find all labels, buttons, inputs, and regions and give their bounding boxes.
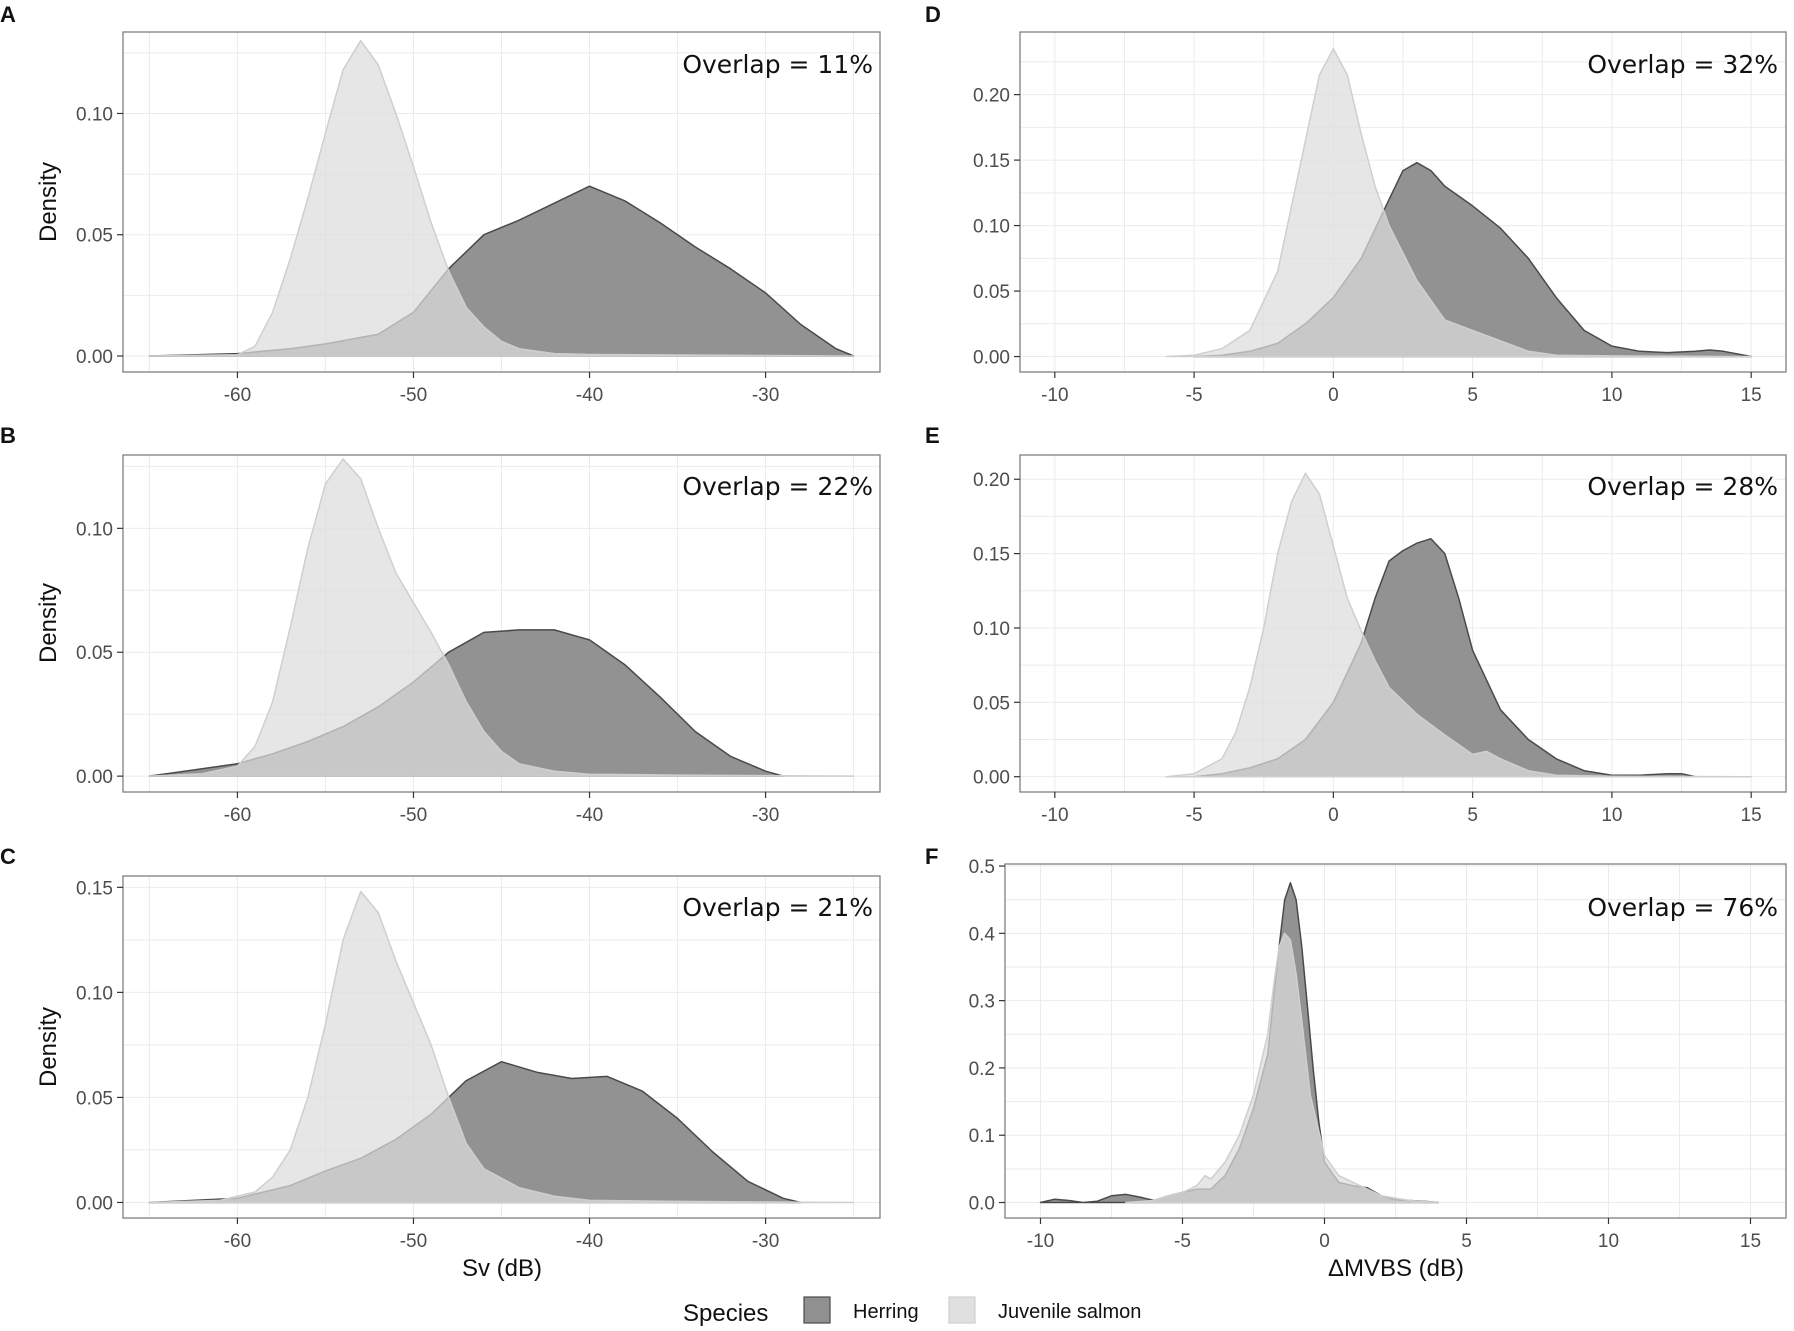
y-tick-label: 0.5 — [969, 857, 995, 878]
y-axis-title: Density — [35, 1007, 62, 1087]
y-tick-label: 0.10 — [76, 519, 113, 540]
x-tick-label: 15 — [1741, 385, 1762, 406]
legend-label-salmon: Juvenile salmon — [998, 1301, 1141, 1323]
x-tick-label: 5 — [1467, 805, 1478, 826]
x-tick-label: -10 — [1027, 1231, 1054, 1252]
x-tick-label: 15 — [1741, 805, 1762, 826]
x-tick-label: -50 — [400, 385, 427, 406]
panel-letter-d: D — [925, 2, 941, 27]
x-tick-label: 5 — [1461, 1231, 1472, 1252]
legend-swatch-herring — [803, 1296, 831, 1324]
x-tick-label: 0 — [1328, 805, 1339, 826]
x-tick-label: 0 — [1319, 1231, 1330, 1252]
panel-letter-b: B — [0, 423, 16, 448]
salmon-density-area — [148, 890, 855, 1204]
x-tick-label: -40 — [576, 805, 603, 826]
y-tick-label: 0.15 — [76, 878, 113, 899]
panel-letter-a: A — [0, 2, 16, 27]
y-axis-title: Density — [35, 583, 62, 663]
x-tick-label: -60 — [224, 805, 251, 826]
y-tick-label: 0.00 — [76, 1193, 113, 1214]
x-tick-label: -50 — [400, 1231, 427, 1252]
x-tick-label: -50 — [400, 805, 427, 826]
x-tick-label: -60 — [224, 385, 251, 406]
legend-title: Species — [683, 1300, 768, 1327]
y-tick-label: 0.05 — [76, 643, 113, 664]
y-tick-label: 0.00 — [76, 767, 113, 788]
y-tick-label: 0.00 — [973, 348, 1010, 369]
x-tick-label: -60 — [224, 1231, 251, 1252]
x-tick-label: 10 — [1601, 805, 1622, 826]
x-tick-label: -5 — [1174, 1231, 1191, 1252]
panel-d: D Overlap = 32% 0.00 0.05 0.10 0.15 0.20 -10… — [925, 2, 1787, 406]
salmon-density-area — [1165, 472, 1752, 778]
y-tick-label: 0.05 — [973, 282, 1010, 303]
panel-f: F Overlap = 76% 0.0 0.1 0.2 0.3 0.4 0.5 -10 -5… — [925, 844, 1787, 1282]
y-tick-label: 0.10 — [973, 619, 1010, 640]
panel-letter-e: E — [925, 423, 940, 448]
panel-border — [122, 875, 881, 1219]
panel-border — [1004, 863, 1787, 1219]
y-tick-label: 0.2 — [969, 1059, 995, 1080]
y-tick-label: 0.05 — [76, 1088, 113, 1109]
y-tick-label: 0.1 — [969, 1126, 995, 1147]
y-tick-label: 0.10 — [76, 104, 113, 125]
overlap-label: Overlap = 28% — [1587, 472, 1778, 501]
salmon-density-area — [1124, 932, 1439, 1204]
y-tick-label: 0.10 — [76, 983, 113, 1004]
panel-c: C Overlap = 21% 0.00 0.05 0.10 0.15 -60 -50 -… — [0, 844, 881, 1282]
salmon-density-area — [1165, 48, 1752, 358]
y-tick-label: 0.0 — [969, 1194, 995, 1215]
x-tick-label: 10 — [1598, 1231, 1619, 1252]
overlap-label: Overlap = 11% — [682, 50, 873, 79]
salmon-density-area — [148, 458, 855, 777]
x-tick-label: -5 — [1186, 385, 1203, 406]
x-tick-label: -30 — [752, 385, 779, 406]
x-tick-label: 5 — [1467, 385, 1478, 406]
y-tick-label: 0.10 — [973, 217, 1010, 238]
panel-e: E Overlap = 28% 0.00 0.05 0.10 0.15 0.20 -10… — [925, 423, 1787, 826]
x-tick-label: 15 — [1740, 1231, 1761, 1252]
panel-border — [122, 454, 881, 793]
x-tick-label: -30 — [752, 805, 779, 826]
panel-letter-f: F — [925, 844, 938, 869]
salmon-density-area — [148, 39, 855, 357]
x-tick-label: 10 — [1601, 385, 1622, 406]
panel-border — [122, 31, 881, 373]
panel-b: B Overlap = 22% 0.00 0.05 0.10 -60 -50 -40 -3… — [0, 423, 881, 826]
y-axis-title: Density — [35, 162, 62, 242]
legend-label-herring: Herring — [853, 1301, 919, 1323]
y-tick-label: 0.00 — [76, 347, 113, 368]
x-axis-title: ΔMVBS (dB) — [1328, 1255, 1464, 1282]
y-tick-label: 0.4 — [969, 924, 996, 945]
y-tick-label: 0.20 — [973, 470, 1010, 491]
overlap-label: Overlap = 32% — [1587, 50, 1778, 79]
overlap-label: Overlap = 21% — [682, 893, 873, 922]
legend: Species Herring Juvenile salmon — [683, 1296, 1141, 1327]
panel-letter-c: C — [0, 844, 16, 869]
panel-border — [1019, 454, 1787, 793]
y-tick-label: 0.15 — [973, 151, 1010, 172]
y-tick-label: 0.05 — [973, 693, 1010, 714]
y-tick-label: 0.05 — [76, 226, 113, 247]
y-tick-label: 0.15 — [973, 545, 1010, 566]
y-tick-label: 0.3 — [969, 992, 995, 1013]
x-tick-label: -30 — [752, 1231, 779, 1252]
legend-swatch-salmon — [948, 1296, 976, 1324]
x-tick-label: -5 — [1186, 805, 1203, 826]
overlap-label: Overlap = 22% — [682, 472, 873, 501]
panel-a: A Overlap = 11% 0.00 0.05 0.10 -60 -50 -40 -3… — [0, 2, 881, 406]
panel-border — [1019, 31, 1787, 373]
x-tick-label: -10 — [1041, 385, 1068, 406]
x-tick-label: -40 — [576, 1231, 603, 1252]
x-tick-label: -10 — [1041, 805, 1068, 826]
x-tick-label: 0 — [1328, 385, 1339, 406]
y-tick-label: 0.00 — [973, 768, 1010, 789]
y-tick-label: 0.20 — [973, 86, 1010, 107]
overlap-label: Overlap = 76% — [1587, 893, 1778, 922]
x-axis-title: Sv (dB) — [462, 1255, 542, 1282]
x-tick-label: -40 — [576, 385, 603, 406]
